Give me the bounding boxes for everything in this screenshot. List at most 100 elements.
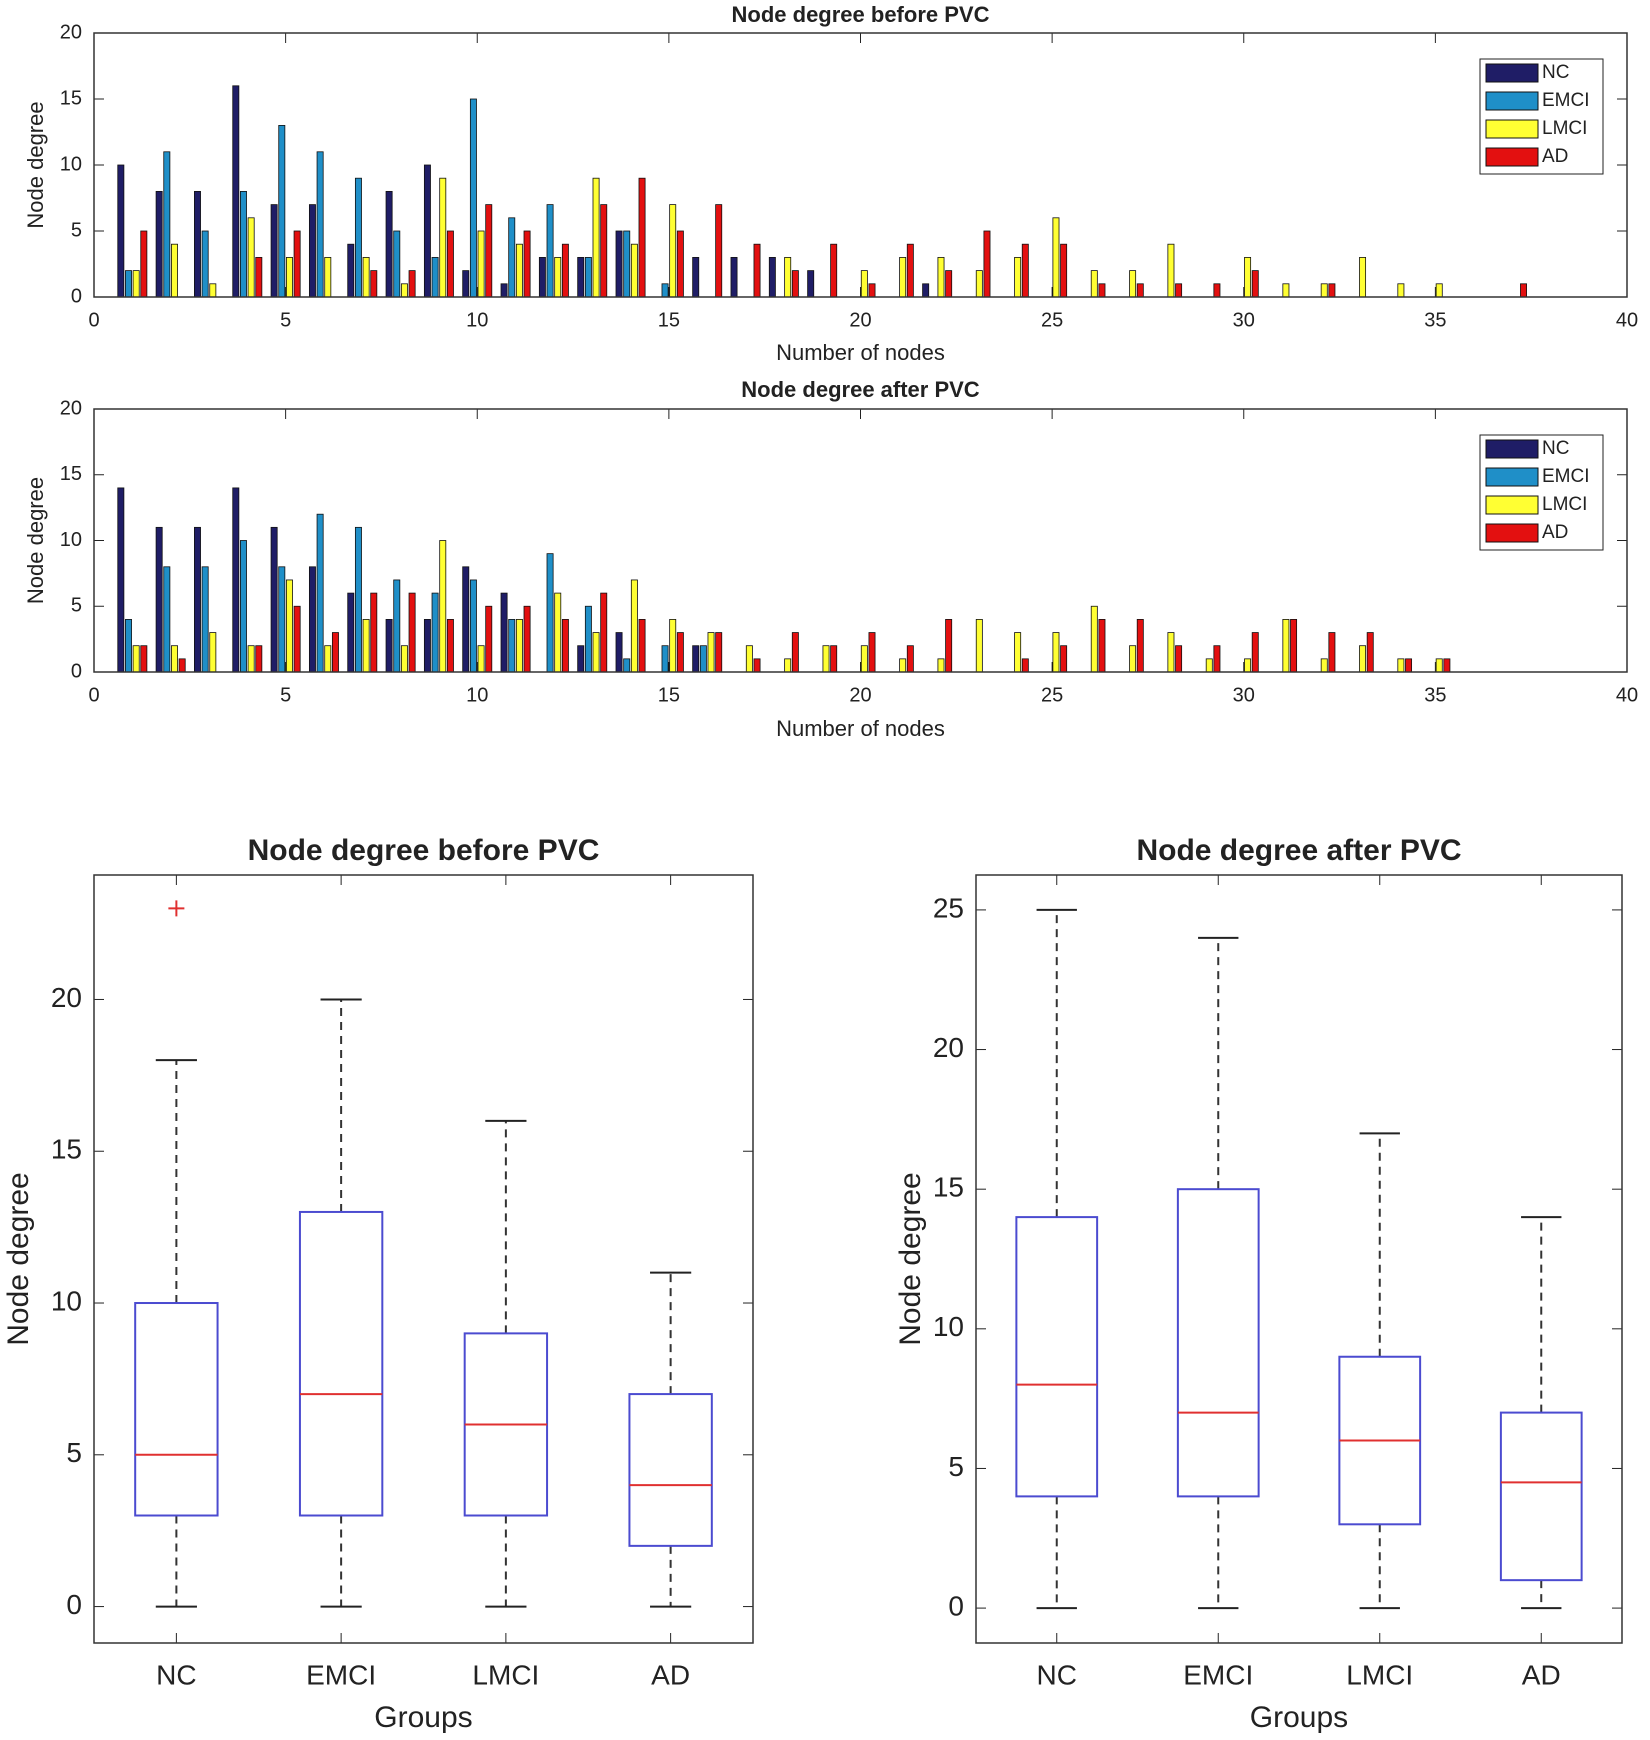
bar [945,270,953,298]
bar [584,605,592,673]
bar [201,230,209,298]
bar [431,592,439,673]
bar [1213,645,1221,673]
bar [945,619,953,673]
legend-label: LMCI [1542,118,1587,139]
x-tick-label: 40 [1616,684,1638,706]
y-tick-label: 5 [66,1437,82,1468]
bar [354,177,362,298]
bar [324,256,332,298]
legend-label: AD [1542,522,1568,543]
bar [937,256,945,298]
chart-title: Node degree after PVC [1136,834,1461,867]
bar [784,658,792,673]
bar [615,632,623,673]
y-tick-label: 15 [51,1134,82,1165]
y-tick-label: 20 [933,1032,964,1063]
y-tick-label: 10 [60,153,82,175]
bar [515,619,523,673]
bar [860,645,868,673]
bar [1244,256,1252,298]
bar [1405,658,1413,673]
box [1499,1411,1583,1582]
legend-swatch [1485,523,1539,543]
bar [676,632,684,673]
bar [308,204,316,298]
bar [592,177,600,298]
bar [577,645,585,673]
bar [293,605,301,673]
legend-swatch [1485,439,1539,459]
bar [1328,632,1336,673]
bar [163,566,171,673]
bar [362,619,370,673]
bar [1320,658,1328,673]
bar [285,579,293,673]
x-tick-label: 40 [1616,309,1638,331]
x-axis-label: Number of nodes [776,340,945,365]
bar [194,190,201,298]
bar [784,256,792,298]
bar [592,632,600,673]
bar [1205,658,1213,673]
x-tick-label: 35 [1424,684,1446,706]
bar [1320,283,1328,298]
bar [1098,619,1106,673]
bar [983,230,991,298]
bar [1052,217,1060,298]
bar [1090,270,1098,298]
bar [1167,243,1175,298]
x-tick-label: LMCI [1346,1659,1413,1690]
y-tick-label: 0 [66,1589,82,1620]
bar [1098,283,1106,298]
x-tick-label: 30 [1233,309,1255,331]
legend-swatch [1485,467,1539,487]
bar [278,566,286,673]
bar [860,270,868,298]
bar [577,256,585,298]
bar [830,243,838,298]
bar [600,204,608,298]
bar [347,243,355,298]
x-tick-label: 15 [658,684,680,706]
x-tick-label: 0 [88,309,99,331]
axes-frame [93,408,1628,673]
bar [255,645,263,673]
bar [431,256,439,298]
bar [753,243,761,298]
bar [1136,283,1144,298]
bar [937,658,945,673]
bar [1520,283,1527,298]
bar [630,243,638,298]
axes-frame [975,874,1623,1644]
chart-title: Node degree after PVC [741,377,980,402]
bar [209,283,217,298]
x-tick-label: 25 [1041,309,1063,331]
bar [715,632,723,673]
bar [140,645,148,673]
legend-label: EMCI [1542,90,1590,111]
bar [1060,645,1068,673]
x-tick-label: 10 [466,684,488,706]
x-tick-label: 5 [280,309,291,331]
bar [1244,658,1252,673]
x-tick-label: 35 [1424,309,1446,331]
box [134,1302,219,1517]
bar [623,230,631,298]
bar [423,619,431,673]
bar [209,632,217,673]
bar [132,645,140,673]
y-tick-label: 10 [60,529,82,551]
bar [661,283,669,298]
y-axis-label: Node degree [2,1172,35,1345]
bar [1359,645,1367,673]
bar [1251,632,1259,673]
bar [385,619,393,673]
bar [1443,658,1451,673]
bar [1290,619,1298,673]
y-tick-label: 5 [71,219,82,241]
bar [554,256,562,298]
bar [623,658,631,673]
bar [561,619,569,673]
